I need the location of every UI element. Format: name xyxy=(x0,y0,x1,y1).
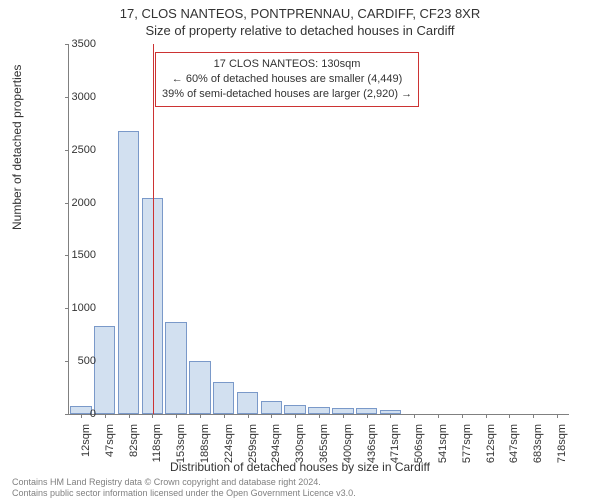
footer-attribution: Contains HM Land Registry data © Crown c… xyxy=(12,477,356,498)
xtick-label: 541sqm xyxy=(437,424,449,484)
xtick-label: 330sqm xyxy=(294,424,306,484)
info-line1: 17 CLOS NANTEOS: 130sqm xyxy=(162,57,412,72)
xtick-mark xyxy=(295,414,296,418)
footer-line1: Contains HM Land Registry data © Crown c… xyxy=(12,477,356,487)
xtick-label: 294sqm xyxy=(270,424,282,484)
histogram-bar xyxy=(308,407,329,414)
xtick-label: 612sqm xyxy=(485,424,497,484)
chart-container: 12sqm47sqm82sqm118sqm153sqm188sqm224sqm2… xyxy=(68,44,568,414)
ytick-label: 500 xyxy=(56,355,96,367)
xtick-mark xyxy=(319,414,320,418)
ytick-label: 1500 xyxy=(56,249,96,261)
xtick-mark xyxy=(533,414,534,418)
xtick-mark xyxy=(438,414,439,418)
xtick-mark xyxy=(557,414,558,418)
xtick-mark xyxy=(390,414,391,418)
ytick-label: 3500 xyxy=(56,38,96,50)
page-title-line2: Size of property relative to detached ho… xyxy=(0,21,600,38)
histogram-bar xyxy=(189,361,210,414)
info-line2: ← 60% of detached houses are smaller (4,… xyxy=(162,72,412,87)
xtick-label: 506sqm xyxy=(413,424,425,484)
xtick-mark xyxy=(367,414,368,418)
histogram-bar xyxy=(165,322,186,414)
y-axis-label: Number of detached properties xyxy=(10,65,24,230)
xtick-mark xyxy=(462,414,463,418)
xtick-mark xyxy=(152,414,153,418)
ytick-label: 2000 xyxy=(56,197,96,209)
ytick-label: 2500 xyxy=(56,144,96,156)
xtick-label: 436sqm xyxy=(366,424,378,484)
xtick-label: 153sqm xyxy=(175,424,187,484)
xtick-mark xyxy=(343,414,344,418)
xtick-mark xyxy=(414,414,415,418)
ytick-label: 3000 xyxy=(56,91,96,103)
footer-line2: Contains public sector information licen… xyxy=(12,488,356,498)
histogram-bar xyxy=(261,401,282,414)
xtick-label: 471sqm xyxy=(389,424,401,484)
property-info-box: 17 CLOS NANTEOS: 130sqm← 60% of detached… xyxy=(155,52,419,107)
xtick-label: 82sqm xyxy=(128,424,140,484)
xtick-mark xyxy=(200,414,201,418)
xtick-mark xyxy=(271,414,272,418)
xtick-mark xyxy=(176,414,177,418)
xtick-mark xyxy=(224,414,225,418)
property-marker-line xyxy=(153,44,154,414)
xtick-mark xyxy=(129,414,130,418)
xtick-label: 365sqm xyxy=(318,424,330,484)
ytick-label: 0 xyxy=(56,408,96,420)
xtick-mark xyxy=(248,414,249,418)
xtick-label: 718sqm xyxy=(556,424,568,484)
histogram-bar xyxy=(94,326,115,414)
x-axis-label: Distribution of detached houses by size … xyxy=(0,460,600,474)
xtick-mark xyxy=(105,414,106,418)
xtick-mark xyxy=(486,414,487,418)
xtick-label: 12sqm xyxy=(80,424,92,484)
histogram-bar xyxy=(284,405,305,415)
histogram-bar xyxy=(213,382,234,414)
xtick-label: 400sqm xyxy=(342,424,354,484)
xtick-label: 577sqm xyxy=(461,424,473,484)
xtick-label: 259sqm xyxy=(247,424,259,484)
histogram-bar xyxy=(118,131,139,414)
xtick-label: 47sqm xyxy=(104,424,116,484)
ytick-label: 1000 xyxy=(56,302,96,314)
page-title-line1: 17, CLOS NANTEOS, PONTPRENNAU, CARDIFF, … xyxy=(0,0,600,21)
histogram-bar xyxy=(237,392,258,414)
xtick-label: 224sqm xyxy=(223,424,235,484)
xtick-label: 118sqm xyxy=(151,424,163,484)
info-line3: 39% of semi-detached houses are larger (… xyxy=(162,87,412,102)
xtick-label: 647sqm xyxy=(508,424,520,484)
xtick-label: 188sqm xyxy=(199,424,211,484)
xtick-mark xyxy=(509,414,510,418)
xtick-label: 683sqm xyxy=(532,424,544,484)
plot-area: 12sqm47sqm82sqm118sqm153sqm188sqm224sqm2… xyxy=(68,44,569,415)
